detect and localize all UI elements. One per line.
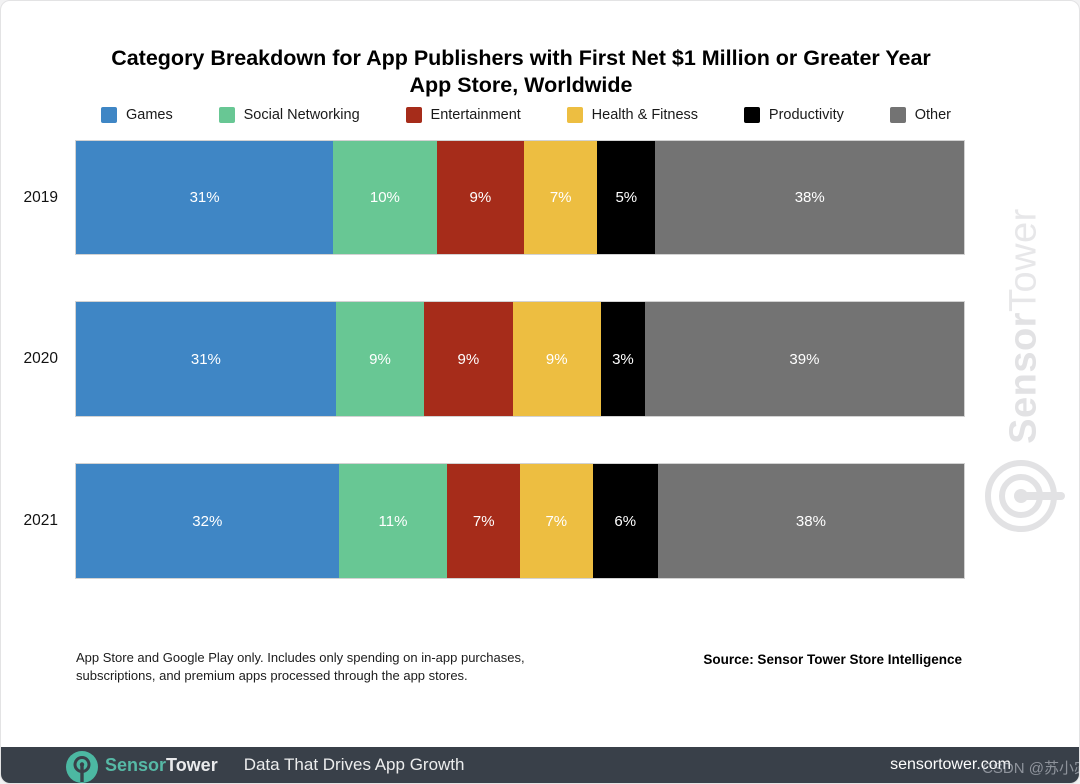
segment-2019-entertainment: 9% xyxy=(436,141,525,254)
legend-swatch-entertainment xyxy=(405,107,422,123)
chart-title-line1: Category Breakdown for App Publishers wi… xyxy=(111,46,931,70)
segment-2021-productivity: 6% xyxy=(592,464,658,578)
year-label-2021: 2021 xyxy=(23,512,58,529)
legend-label: Other xyxy=(914,107,951,123)
legend-swatch-social-networking xyxy=(218,107,235,123)
legend-label: Productivity xyxy=(768,107,844,123)
watermark-sensor: Sensor xyxy=(1002,312,1045,444)
chart-title: Category Breakdown for App Publishers wi… xyxy=(1,45,1041,99)
source-attribution: Source: Sensor Tower Store Intelligence xyxy=(703,652,962,667)
sensortower-logo-icon xyxy=(66,751,98,783)
legend-swatch-health-fitness xyxy=(566,107,583,123)
sensortower-brand: SensorTower xyxy=(105,755,218,776)
footnote-line2: subscriptions, and premium apps processe… xyxy=(76,668,468,683)
segment-2020-health-fitness: 9% xyxy=(512,302,601,416)
legend-swatch-productivity xyxy=(743,107,760,123)
segment-2020-other: 39% xyxy=(644,302,964,416)
legend-label: Games xyxy=(126,107,173,123)
legend-label: Social Networking xyxy=(243,107,360,123)
segment-2019-health-fitness: 7% xyxy=(524,141,598,254)
legend-item-entertainment: Entertainment xyxy=(405,107,521,123)
footer-website: sensortower.com CSDN @苏小宓 xyxy=(890,756,1079,777)
segment-2019-games: 31% xyxy=(76,141,334,254)
stacked-bar-2019: 31% 10% 9% 7% 5% 38% xyxy=(75,140,965,255)
brand-sensor: Sensor xyxy=(105,754,167,775)
year-label-2019: 2019 xyxy=(23,188,58,206)
segment-2020-productivity: 3% xyxy=(600,302,645,416)
segment-2021-games: 32% xyxy=(76,464,339,578)
chart-title-line2: App Store, Worldwide xyxy=(409,73,633,97)
legend: Games Social Networking Entertainment He… xyxy=(101,107,951,123)
segment-2021-other: 38% xyxy=(657,464,965,578)
bar-row-2021: 2021 32% 11% 7% 7% 6% 38% xyxy=(1,463,965,579)
sensortower-watermark-logo-icon xyxy=(985,460,1065,532)
sensortower-watermark-text: SensorTower xyxy=(1003,208,1046,444)
legend-label: Health & Fitness xyxy=(591,107,699,123)
segment-2020-entertainment: 9% xyxy=(424,302,513,416)
legend-item-social-networking: Social Networking xyxy=(218,107,360,123)
legend-item-games: Games xyxy=(101,107,173,123)
segment-2019-other: 38% xyxy=(655,141,964,254)
legend-swatch-games xyxy=(101,107,117,123)
footer-tagline: Data That Drives App Growth xyxy=(243,755,465,774)
footnote: App Store and Google Play only. Includes… xyxy=(76,649,656,685)
bar-row-2020: 2020 31% 9% 9% 9% 3% 39% xyxy=(1,301,965,417)
watermark-tower: Tower xyxy=(1002,208,1045,313)
segment-2021-health-fitness: 7% xyxy=(520,464,593,578)
stacked-bar-2020: 31% 9% 9% 9% 3% 39% xyxy=(75,301,965,417)
segment-2021-entertainment: 7% xyxy=(447,464,520,578)
footnote-line1: App Store and Google Play only. Includes… xyxy=(76,650,525,665)
legend-item-health-fitness: Health & Fitness xyxy=(566,107,699,123)
legend-item-other: Other xyxy=(889,107,951,123)
legend-label: Entertainment xyxy=(430,107,521,123)
legend-item-productivity: Productivity xyxy=(743,107,844,123)
bar-row-2019: 2019 31% 10% 9% 7% 5% 38% xyxy=(1,140,965,255)
segment-2019-social-networking: 10% xyxy=(333,141,437,254)
segment-2021-social-networking: 11% xyxy=(338,464,448,578)
website-text: sensortower.com xyxy=(890,756,1011,773)
brand-tower: Tower xyxy=(166,754,218,775)
segment-2020-social-networking: 9% xyxy=(335,302,425,416)
segment-2020-games: 31% xyxy=(76,302,336,416)
footer-bar: SensorTower Data That Drives App Growth … xyxy=(1,747,1079,783)
segment-2019-productivity: 5% xyxy=(597,141,656,254)
stacked-bar-2021: 32% 11% 7% 7% 6% 38% xyxy=(75,463,965,579)
legend-swatch-other xyxy=(889,107,906,123)
year-label-2020: 2020 xyxy=(23,350,58,367)
